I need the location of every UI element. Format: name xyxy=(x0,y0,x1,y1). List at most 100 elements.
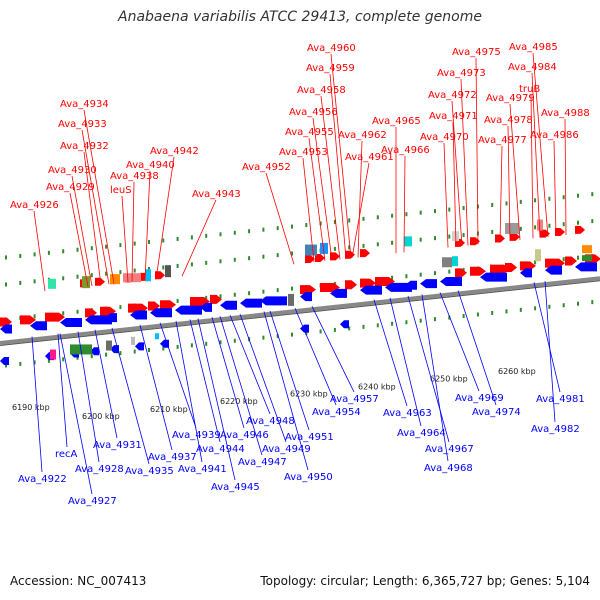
tick-mark xyxy=(348,218,351,223)
tick-mark xyxy=(391,213,394,218)
reverse-leader-line xyxy=(263,311,309,471)
reverse-leader-line xyxy=(544,281,556,423)
backbone-line xyxy=(0,276,600,345)
reverse-gene-label: Ava_4946 xyxy=(220,430,269,441)
tick-mark xyxy=(62,276,65,281)
forward-gene-arrow xyxy=(510,232,520,241)
forward-gene-label: Ava_4986 xyxy=(530,130,579,141)
forward-gene-label: Ava_4966 xyxy=(381,145,430,156)
forward-gene-arrow xyxy=(565,256,577,266)
tick-mark xyxy=(362,324,365,329)
reverse-leader-line xyxy=(219,316,263,456)
tick-mark xyxy=(262,227,265,232)
forward-gene-label: Ava_4930 xyxy=(48,165,97,176)
tick-mark xyxy=(148,267,150,272)
reverse-leader-line xyxy=(389,297,422,427)
reverse-gene-arrow xyxy=(300,324,309,333)
forward-gene-arrow xyxy=(470,237,480,246)
tick-mark xyxy=(319,329,322,334)
tick-mark xyxy=(462,314,465,319)
reverse-leader-line xyxy=(77,331,100,463)
forward-leader-line xyxy=(329,73,347,259)
reverse-gene-label: Ava_4951 xyxy=(285,432,334,443)
reverse-gene-label: Ava_4982 xyxy=(531,424,580,435)
reverse-gene-arrow xyxy=(175,305,202,315)
tick-mark xyxy=(591,192,594,197)
forward-gene-label: Ava_4970 xyxy=(420,132,469,143)
tick-mark xyxy=(233,257,236,262)
tick-mark xyxy=(262,335,265,340)
tick-mark xyxy=(448,207,451,212)
tick-mark xyxy=(434,271,436,276)
forward-leader-line xyxy=(144,170,151,281)
scale-label: 6260 kbp xyxy=(498,367,536,376)
forward-leader-line xyxy=(452,121,457,247)
forward-gene-arrow xyxy=(148,301,160,311)
tick-mark xyxy=(419,318,422,323)
forward-leader-line xyxy=(81,129,110,285)
tick-mark xyxy=(47,358,50,363)
tick-mark xyxy=(577,220,579,225)
reverse-gene-arrow xyxy=(340,320,349,329)
tick-mark xyxy=(76,355,79,360)
forward-gene-label: Ava_4960 xyxy=(307,43,356,54)
tick-mark xyxy=(62,311,65,316)
scale-label: 6230 kbp xyxy=(290,390,328,399)
forward-gene-arrow xyxy=(300,285,316,295)
reverse-leader-line xyxy=(159,322,197,429)
tick-mark xyxy=(105,244,108,249)
forward-gene-arrow xyxy=(360,278,376,288)
reverse-leader-line xyxy=(421,294,449,462)
feature-block xyxy=(582,255,592,262)
tick-mark xyxy=(190,343,193,348)
reverse-gene-arrow xyxy=(520,268,532,278)
tick-mark xyxy=(5,363,7,368)
tick-mark xyxy=(276,253,279,258)
forward-leader-line xyxy=(83,151,102,286)
tick-mark xyxy=(419,210,422,215)
tick-mark xyxy=(434,317,436,322)
tick-mark xyxy=(562,257,565,262)
feature-block xyxy=(155,333,159,340)
reverse-gene-label: Ava_4935 xyxy=(125,466,174,477)
reverse-leader-line xyxy=(211,316,245,429)
forward-leader-line xyxy=(33,210,46,292)
forward-gene-arrow xyxy=(360,249,370,258)
reverse-gene-label: Ava_4941 xyxy=(178,464,227,475)
forward-gene-arrow xyxy=(45,312,65,322)
reverse-leader-line xyxy=(31,336,43,473)
forward-gene-label: Ava_4979 xyxy=(486,93,535,104)
tick-mark xyxy=(548,304,551,309)
reverse-gene-arrow xyxy=(160,339,169,348)
reverse-gene-arrow xyxy=(240,298,262,308)
reverse-leader-line xyxy=(94,329,118,439)
feature-block xyxy=(505,222,519,234)
forward-leader-line xyxy=(357,140,363,258)
forward-gene-label: Ava_4988 xyxy=(541,108,590,119)
forward-gene-label: Ava_4953 xyxy=(279,147,328,158)
reverse-gene-arrow xyxy=(0,357,9,365)
reverse-gene-label: Ava_4939 xyxy=(172,430,221,441)
tick-mark xyxy=(491,229,494,234)
forward-gene-arrow xyxy=(540,229,550,238)
forward-gene-label: Ava_4984 xyxy=(508,62,557,73)
forward-leader-line xyxy=(403,155,406,253)
reverse-leader-line xyxy=(139,324,173,451)
forward-gene-label: Ava_4973 xyxy=(437,68,486,79)
feature-layer xyxy=(0,219,600,365)
reverse-gene-arrow xyxy=(260,296,287,306)
reverse-gene-arrow xyxy=(480,272,507,282)
reverse-gene-label: Ava_4974 xyxy=(472,407,521,418)
reverse-leader-line xyxy=(269,310,310,431)
forward-gene-label: Ava_4962 xyxy=(338,130,387,141)
tick-mark xyxy=(33,314,36,319)
feature-block xyxy=(305,244,317,256)
tick-mark xyxy=(262,254,265,259)
tick-mark xyxy=(534,306,537,311)
tick-mark xyxy=(190,262,193,267)
reverse-gene-label: Ava_4922 xyxy=(18,474,67,485)
reverse-gene-label: Ava_4957 xyxy=(330,394,379,405)
tick-mark xyxy=(519,307,522,312)
tick-mark xyxy=(376,323,379,328)
